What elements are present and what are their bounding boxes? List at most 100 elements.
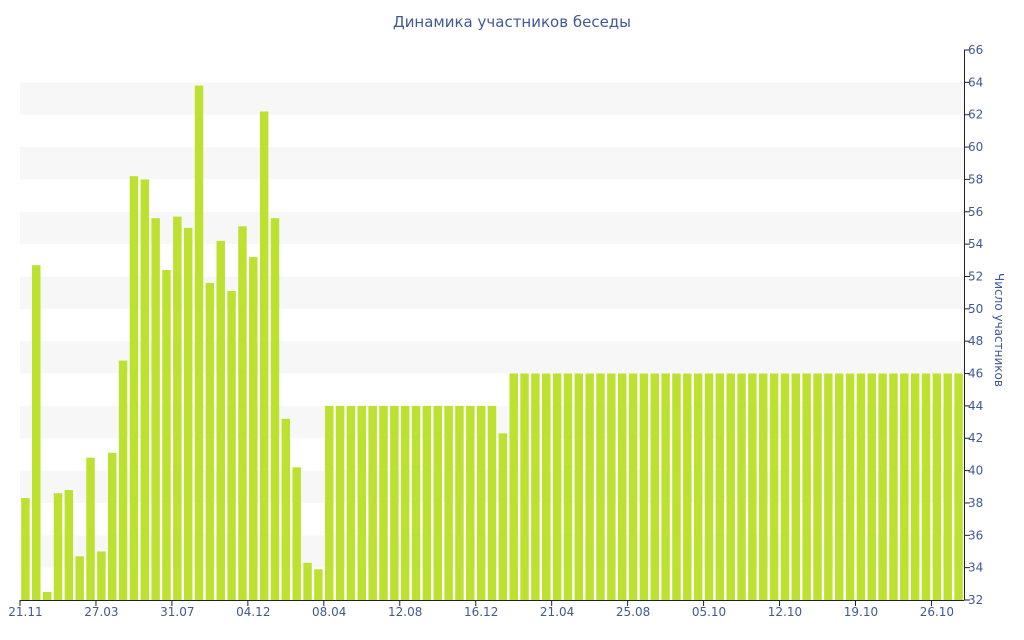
grid-band: [20, 276, 964, 309]
grid-band: [20, 82, 964, 115]
y-tick-label: 40: [968, 464, 983, 478]
bar: [780, 373, 790, 600]
chart-title: Динамика участников беседы: [392, 13, 632, 31]
bar: [53, 493, 63, 600]
y-tick-label: 50: [968, 302, 983, 316]
x-tick-label: 27.03: [84, 605, 118, 619]
bar: [238, 226, 247, 600]
bar: [520, 373, 529, 600]
bar: [183, 227, 193, 600]
bar: [791, 373, 801, 600]
bar: [672, 373, 681, 600]
x-tick-label: 26.10: [920, 605, 954, 619]
bar: [129, 176, 139, 600]
grid-band: [20, 211, 964, 245]
y-tick-label: 36: [968, 528, 983, 542]
bar: [628, 373, 638, 600]
x-tick-label: 12.10: [768, 605, 802, 619]
bar: [748, 373, 757, 600]
bar: [552, 373, 562, 600]
bar: [867, 373, 876, 600]
bar: [281, 418, 291, 600]
bar: [411, 405, 421, 600]
bar: [390, 405, 399, 600]
bar: [921, 373, 931, 600]
y-tick-label: 44: [968, 399, 983, 413]
bar: [856, 373, 866, 600]
bar: [617, 373, 627, 600]
x-tick-label: 04.12: [236, 605, 270, 619]
bar: [205, 282, 215, 600]
bar: [42, 591, 52, 600]
bar: [422, 405, 432, 600]
bar: [759, 373, 768, 600]
bar: [303, 562, 312, 600]
x-tick-label: 31.07: [160, 605, 194, 619]
y-tick-label: 46: [968, 367, 983, 381]
y-tick-label: 56: [968, 205, 983, 219]
x-tick-label: 19.10: [844, 605, 878, 619]
bar: [563, 373, 573, 600]
bar: [433, 405, 442, 600]
bar: [693, 373, 703, 600]
bar: [162, 270, 171, 600]
y-tick-label: 48: [968, 334, 983, 348]
bar: [86, 457, 95, 600]
bar: [249, 257, 258, 600]
bar: [151, 218, 160, 601]
bar: [216, 240, 225, 600]
bar: [834, 373, 844, 600]
bar: [21, 498, 30, 600]
x-tick-label: 25.08: [616, 605, 650, 619]
bar: [769, 373, 779, 600]
y-tick-label: 66: [968, 43, 983, 57]
bar: [32, 265, 41, 600]
bar: [97, 551, 106, 600]
bar: [509, 373, 518, 600]
bar: [878, 373, 887, 600]
bar: [661, 373, 670, 600]
y-tick-label: 34: [968, 561, 983, 575]
bar: [585, 373, 594, 600]
x-tick-label: 05.10: [692, 605, 726, 619]
bar: [824, 373, 833, 600]
x-tick-label: 12.08: [388, 605, 422, 619]
bar: [227, 291, 236, 600]
bar: [574, 373, 584, 600]
bar: [259, 111, 269, 600]
y-tick-label: 58: [968, 172, 983, 186]
bar: [900, 373, 909, 600]
bar: [64, 490, 74, 600]
x-tick-label: 21.11: [8, 605, 42, 619]
grid-band: [20, 147, 964, 180]
bar: [108, 452, 117, 600]
bar: [444, 405, 453, 600]
bar: [379, 405, 388, 600]
bar: [683, 373, 692, 600]
bar: [910, 373, 920, 600]
y-tick-label: 32: [968, 593, 983, 607]
bar: [455, 405, 464, 600]
y-tick-label: 42: [968, 431, 983, 445]
y-tick-label: 54: [968, 237, 983, 251]
bar: [292, 467, 301, 600]
bar: [813, 373, 822, 600]
bar: [368, 405, 377, 600]
y-tick-label: 62: [968, 108, 983, 122]
y-tick-label: 60: [968, 140, 983, 154]
x-tick-label: 16.12: [464, 605, 498, 619]
bar: [140, 179, 150, 600]
bar: [889, 373, 898, 600]
bar: [954, 373, 963, 600]
y-tick-label: 64: [968, 75, 983, 89]
bar: [335, 405, 345, 600]
bar: [476, 405, 486, 600]
bar: [607, 373, 616, 600]
x-tick-label: 21.04: [540, 605, 574, 619]
bar: [639, 373, 649, 600]
bar: [325, 405, 334, 600]
bar: [357, 405, 367, 600]
bar: [726, 373, 735, 600]
bar: [542, 373, 551, 600]
